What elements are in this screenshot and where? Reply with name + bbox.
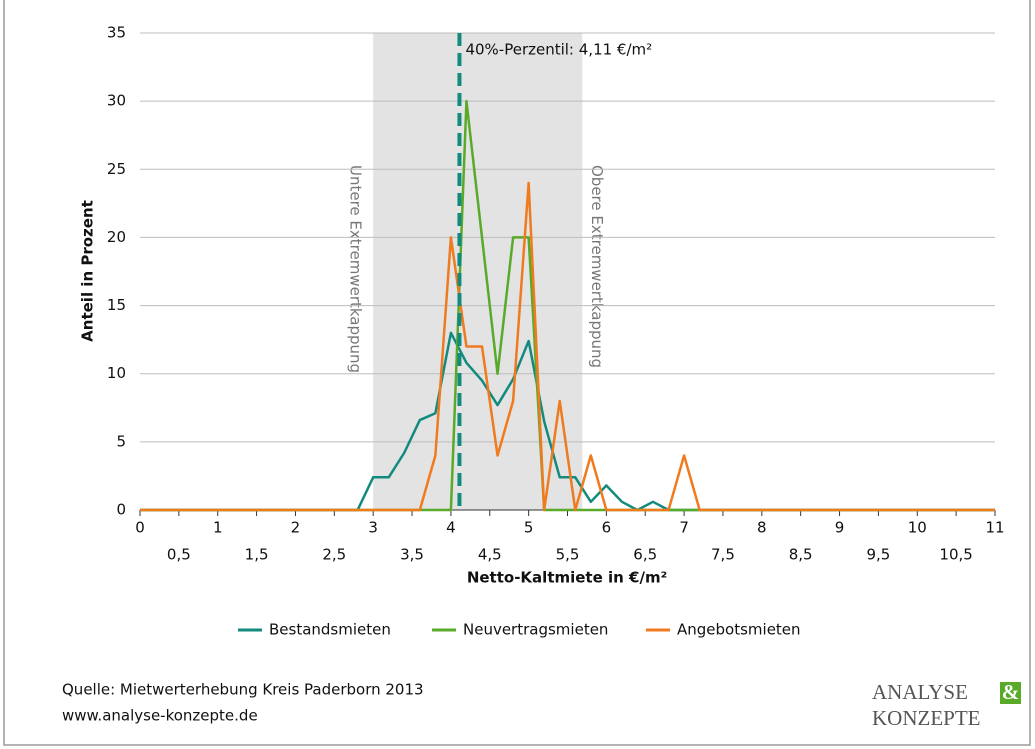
logo-line1: ANALYSE: [872, 680, 968, 704]
y-tick-label: 35: [107, 24, 126, 42]
x-tick-label: 6,5: [633, 546, 657, 564]
plot-area: Untere Extremwertkappung Obere Extremwert…: [107, 24, 1005, 564]
y-tick-label: 25: [107, 160, 126, 178]
x-tick-label: 4: [446, 519, 456, 537]
x-tick-label: 9,5: [866, 546, 890, 564]
x-tick-label: 11: [985, 519, 1004, 537]
lower-band-label: Untere Extremwertkappung: [347, 165, 365, 373]
y-tick-label: 20: [107, 228, 126, 246]
x-tick-label: 5,5: [556, 546, 580, 564]
source: Quelle: Mietwerterhebung Kreis Paderborn…: [62, 681, 424, 699]
legend: Bestandsmieten Neuvertragsmieten Angebotsm…: [238, 621, 801, 639]
y-tick-label: 5: [116, 432, 126, 450]
percentile-label: 40%-Perzentil: 4,11 €/m²: [465, 41, 652, 59]
series-line: [140, 181, 995, 512]
legend-label: Bestandsmieten: [269, 621, 391, 639]
x-tick-label: 4,5: [478, 546, 502, 564]
y-axis-label: Anteil in Prozent: [79, 200, 97, 342]
x-tick-label: 3,5: [400, 546, 424, 564]
x-tick-label: 7: [679, 519, 689, 537]
x-tick-label: 8,5: [789, 546, 813, 564]
x-tick-label: 8: [757, 519, 767, 537]
y-tick-label: 15: [107, 296, 126, 314]
x-tick-label: 0,5: [167, 546, 191, 564]
frame: [3, 0, 1031, 746]
x-tick-label: 1: [213, 519, 223, 537]
x-tick-label: 2: [291, 519, 301, 537]
y-tick-label: 30: [107, 92, 126, 110]
legend-label: Neuvertragsmieten: [463, 621, 608, 639]
y-tick-label: 10: [107, 364, 126, 382]
x-tick-label: 6: [602, 519, 612, 537]
x-tick-label: 9: [835, 519, 845, 537]
y-tick-label: 0: [116, 501, 126, 519]
x-tick-label: 0: [135, 519, 145, 537]
legend-label: Angebotsmieten: [677, 621, 801, 639]
x-axis-label: Netto-Kaltmiete in €/m²: [467, 569, 667, 587]
x-tick-label: 10,5: [939, 546, 972, 564]
x-tick-label: 2,5: [322, 546, 346, 564]
logo-line2: KONZEPTE: [872, 706, 981, 730]
upper-band-label: Obere Extremwertkappung: [588, 165, 606, 368]
x-tick-label: 3: [368, 519, 378, 537]
logo-box: [1000, 682, 1021, 704]
logo-amp: &: [1002, 680, 1020, 704]
x-tick-label: 10: [908, 519, 927, 537]
url: www.analyse-konzepte.de: [62, 707, 258, 725]
x-tick-label: 5: [524, 519, 534, 537]
x-tick-label: 1,5: [245, 546, 269, 564]
extreme-band: [373, 33, 583, 510]
x-tick-label: 7,5: [711, 546, 735, 564]
